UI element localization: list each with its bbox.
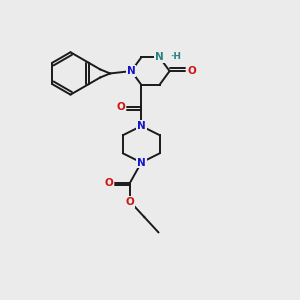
Text: O: O bbox=[116, 102, 125, 112]
Text: N: N bbox=[137, 158, 146, 167]
Text: N: N bbox=[127, 66, 136, 76]
Text: O: O bbox=[187, 66, 196, 76]
Text: O: O bbox=[104, 178, 113, 188]
Text: ·H: ·H bbox=[170, 52, 181, 61]
Text: O: O bbox=[126, 197, 134, 207]
Text: N: N bbox=[137, 121, 146, 131]
Text: N: N bbox=[155, 52, 164, 62]
